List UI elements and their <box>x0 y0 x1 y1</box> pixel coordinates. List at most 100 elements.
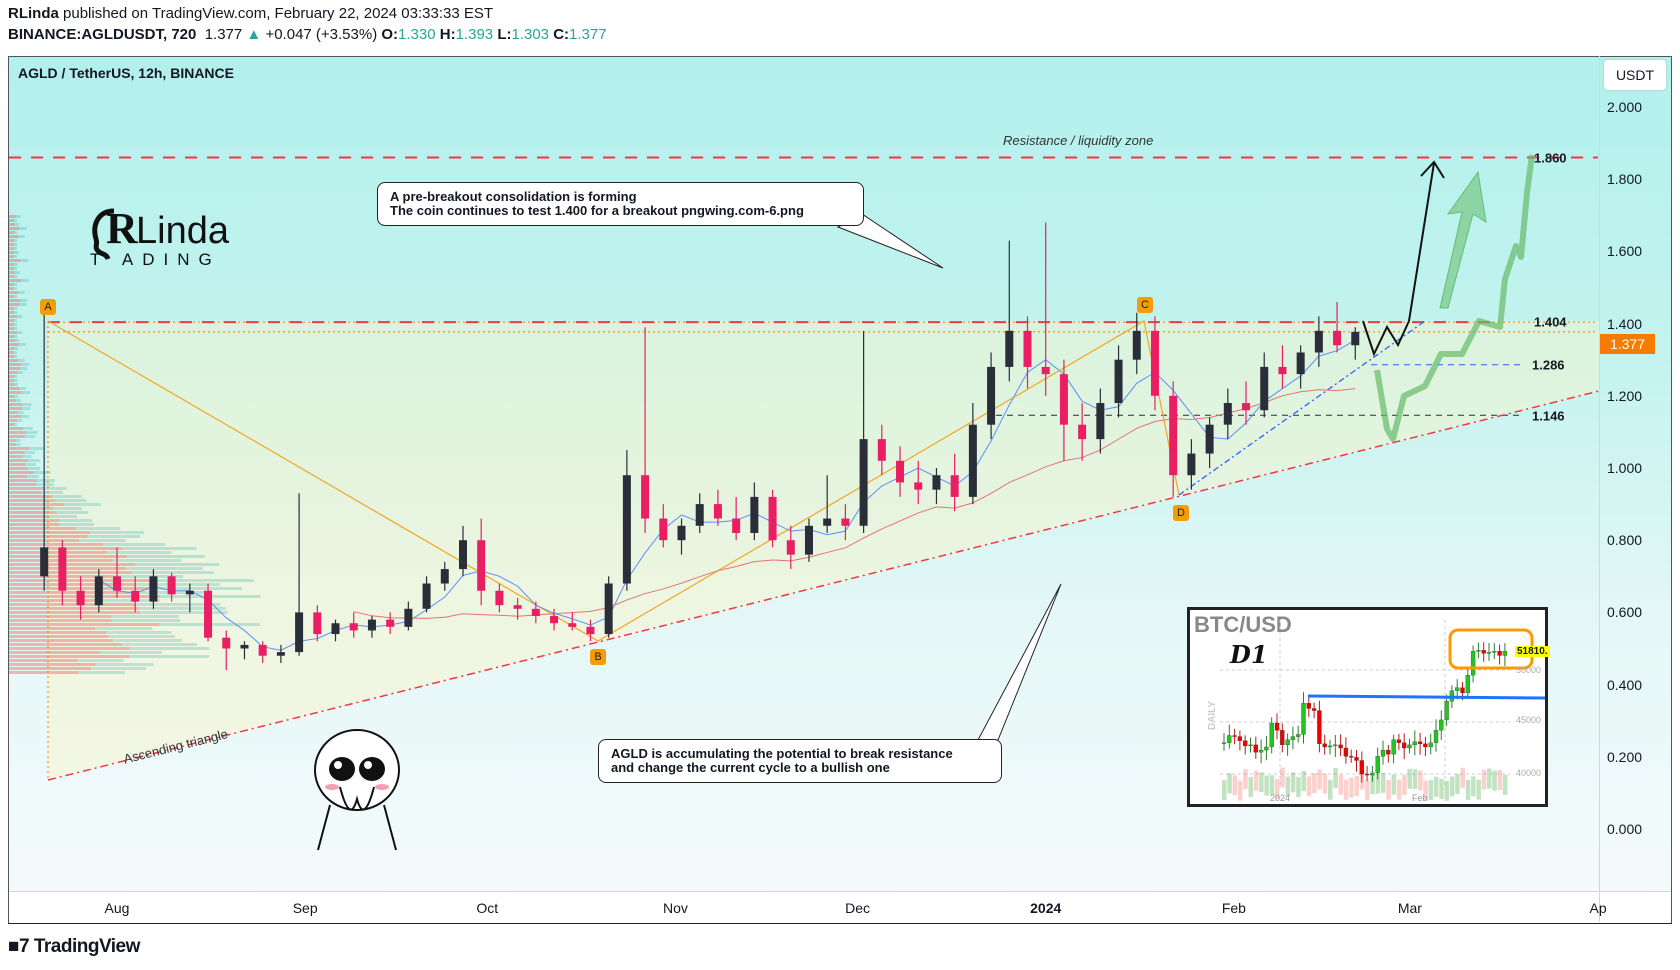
price-change: +0.047 (+3.53%) <box>265 26 378 43</box>
inset-volume-bar <box>1365 780 1370 801</box>
inset-candle-body <box>1407 744 1412 749</box>
volume-profile-bar <box>9 563 136 566</box>
volume-profile-bar <box>9 503 65 506</box>
inset-volume-bar <box>1407 768 1412 789</box>
volume-profile-bar <box>9 235 19 238</box>
last-price: 1.377 <box>204 26 243 43</box>
open-value: 1.330 <box>398 26 436 43</box>
green-up-arrow <box>1439 170 1487 309</box>
zigzag-path <box>1362 320 1410 357</box>
svg-text:Linda: Linda <box>136 210 230 252</box>
inset-candle-body <box>1258 749 1264 753</box>
volume-profile-bar <box>19 227 27 230</box>
inset-xtick: Feb <box>1412 793 1428 803</box>
volume-profile-bar <box>13 275 17 278</box>
volume-profile-bar <box>19 387 26 390</box>
volume-profile-bar <box>9 215 16 218</box>
candle-body <box>604 583 613 635</box>
volume-profile-bar <box>13 247 17 250</box>
inset-volume-bar <box>1354 776 1359 797</box>
price-tick: 2.000 <box>1607 99 1643 115</box>
volume-profile-bar <box>13 355 17 358</box>
inset-volume-bar <box>1444 780 1450 801</box>
volume-profile-bar <box>9 347 15 350</box>
candle-body <box>641 475 650 519</box>
volume-profile-bar <box>108 635 175 638</box>
inset-volume-bar <box>1391 774 1397 795</box>
callout-consolidation[interactable]: A pre-breakout consolidation is forming … <box>377 182 864 226</box>
inset-candle-body <box>1391 739 1396 755</box>
time-tick: Dec <box>845 900 870 916</box>
volume-profile-bar <box>20 279 29 282</box>
volume-profile-bar <box>19 343 26 346</box>
volume-profile-bar <box>9 599 100 602</box>
volume-profile-bar <box>55 499 87 502</box>
candle-body <box>1096 403 1105 440</box>
volume-profile-bar <box>9 371 18 374</box>
inset-volume-bar <box>1285 776 1291 797</box>
volume-profile-bar <box>121 643 197 646</box>
cartoon-face-sticker <box>314 729 400 851</box>
inset-xtick: 2024 <box>1270 793 1291 803</box>
volume-profile-bar <box>13 287 17 290</box>
candle-body <box>659 518 668 541</box>
candle-body <box>222 637 231 649</box>
close-label: C: <box>553 26 570 43</box>
volume-profile-bar <box>9 603 136 606</box>
inset-volume-bar <box>1449 776 1455 797</box>
volume-profile-bar <box>25 463 37 466</box>
current-price-label: 1.377 <box>1600 334 1655 354</box>
candle-body <box>404 608 413 627</box>
callout-tail <box>977 583 1062 741</box>
volume-profile-bar <box>16 315 23 318</box>
volume-profile-bar <box>77 659 124 662</box>
candle-body <box>1005 330 1014 367</box>
inset-candle-body <box>1481 650 1486 654</box>
volume-profile-bar <box>9 495 53 498</box>
volume-profile-bar <box>26 475 39 478</box>
time-axis[interactable] <box>9 891 1671 923</box>
inset-volume-bar <box>1227 773 1232 794</box>
volume-profile-bar <box>9 491 42 494</box>
currency-button[interactable]: USDT <box>1604 60 1666 90</box>
tradingview-logo-icon: ■7 <box>8 936 30 957</box>
inset-candle-body <box>1354 757 1359 761</box>
pane-title: AGLD / TetherUS, 12h, BINANCE <box>18 65 234 81</box>
volume-profile-bar <box>9 259 21 262</box>
price-tick: 0.800 <box>1607 532 1643 549</box>
inset-volume-bar <box>1434 776 1439 797</box>
volume-profile-bar <box>9 443 16 446</box>
volume-profile-bar <box>9 379 14 382</box>
callout-accumulation[interactable]: AGLD is accumulating the potential to br… <box>598 739 1002 783</box>
inset-volume-bar <box>1222 780 1227 801</box>
point-label-a: A <box>40 299 56 315</box>
volume-profile-bar <box>13 379 18 382</box>
inset-candle-body <box>1280 730 1285 746</box>
inset-volume-bar <box>1253 770 1259 791</box>
inset-candle-body <box>1311 708 1317 711</box>
volume-profile-bar <box>9 663 96 666</box>
inset-candle-body <box>1428 742 1433 748</box>
inset-volume-bar <box>1264 775 1269 796</box>
volume-profile-bar <box>148 587 242 590</box>
volume-profile-bar <box>13 231 18 234</box>
volume-profile-bar <box>135 583 220 586</box>
candle-body <box>1223 403 1232 425</box>
inset-candle-body <box>1412 741 1417 746</box>
inset-candle-body <box>1227 735 1232 743</box>
volume-profile-bar <box>9 263 15 266</box>
inset-volume-bar <box>1412 769 1418 790</box>
volume-profile-bar <box>13 267 17 270</box>
volume-profile-bar <box>23 427 33 430</box>
volume-profile-bar <box>9 227 20 230</box>
tradingview-logo[interactable]: ■7 TradingView <box>8 936 140 958</box>
volume-profile-bar <box>79 539 126 542</box>
inset-candle-body <box>1386 749 1391 755</box>
inset-candle-body <box>1423 743 1428 748</box>
inset-volume-bar <box>1497 770 1503 791</box>
rlinda-trading-logo: R Linda T ADING <box>90 205 250 270</box>
volume-profile-bar <box>89 531 144 534</box>
volume-profile-bar <box>139 607 226 610</box>
point-label-c: C <box>1137 297 1153 313</box>
inset-volume-bar <box>1375 773 1381 794</box>
